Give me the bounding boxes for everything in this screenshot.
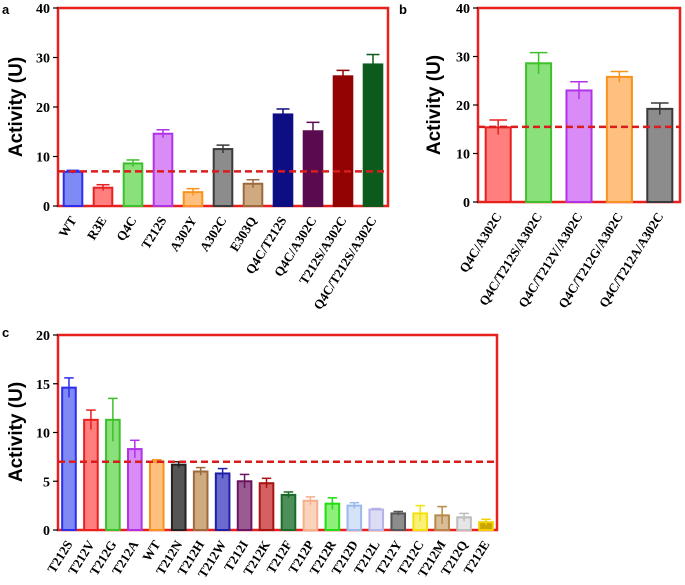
panel-c-bar xyxy=(390,512,407,531)
panel-c-ytick-label: 5 xyxy=(43,475,50,490)
panel-a-category-label: Q4C xyxy=(113,214,139,244)
panel-c-ytick-label: 10 xyxy=(36,427,50,442)
panel-a-ytick-label: 0 xyxy=(43,200,50,215)
panel-b-bar xyxy=(484,126,512,203)
panel-c-bar xyxy=(192,470,209,531)
panel-c-bar xyxy=(214,472,231,532)
panel-a-bar xyxy=(122,162,144,207)
panel-c-bar xyxy=(236,480,253,531)
panel-a-bar xyxy=(212,148,234,207)
panel-a-bar xyxy=(62,170,84,207)
panel-a-category-label: A302Y xyxy=(167,213,200,254)
panel-b-bar xyxy=(525,62,553,204)
panel-c-bar xyxy=(61,386,77,531)
panel-c-bar xyxy=(170,463,187,531)
panel-a-ylabel: Activity (U) xyxy=(6,57,27,157)
panel-b-bar xyxy=(605,75,633,203)
panel-b-ytick-label: 30 xyxy=(456,51,470,66)
panel-c-bar xyxy=(148,460,165,531)
panel-c-frame xyxy=(56,333,499,532)
panel-b-ytick-label: 10 xyxy=(456,148,470,163)
panel-a-ytick-label: 40 xyxy=(36,2,50,17)
panel-c-ytick-label: 15 xyxy=(36,378,50,393)
panel-c-ytick-label: 20 xyxy=(36,329,50,344)
panel-a-category-label: A302C xyxy=(197,214,230,254)
panel-c-bar xyxy=(83,418,99,532)
panel-a-bar xyxy=(302,130,324,208)
panel-b-ylabel: Activity (U) xyxy=(424,55,445,155)
panel-c-bar xyxy=(368,508,385,531)
panel-a-ytick-label: 30 xyxy=(36,52,50,67)
panel-b-bar xyxy=(565,89,593,203)
panel-a-category-label: R3E xyxy=(84,214,110,243)
panel-b-bar xyxy=(646,107,674,203)
panel-a-bar xyxy=(332,75,354,207)
panel-a-bar xyxy=(272,113,294,207)
panel-c-bar xyxy=(258,482,275,532)
panel-a-category-label: T212S xyxy=(138,214,169,252)
panel-a-letter: a xyxy=(2,2,10,17)
panel-a-ytick-label: 20 xyxy=(36,101,50,116)
panel-c-bar xyxy=(280,493,297,531)
panel-b-ytick-label: 20 xyxy=(456,99,470,114)
panel-b-ytick-label: 40 xyxy=(456,2,470,17)
panel-c-bar xyxy=(346,504,363,531)
panel-a-category-label: WT xyxy=(55,213,79,240)
panel-b-letter: b xyxy=(399,2,407,17)
panel-c-ytick-label: 0 xyxy=(43,524,50,539)
panel-b-ytick-label: 0 xyxy=(463,196,470,211)
panel-a-bar xyxy=(362,63,384,208)
panel-c-ylabel: Activity (U) xyxy=(6,382,27,482)
panel-c-letter: c xyxy=(2,325,9,340)
panel-a-ytick-label: 10 xyxy=(36,151,50,166)
panel-a-bar xyxy=(152,132,174,207)
panel-c-bar xyxy=(302,499,319,531)
